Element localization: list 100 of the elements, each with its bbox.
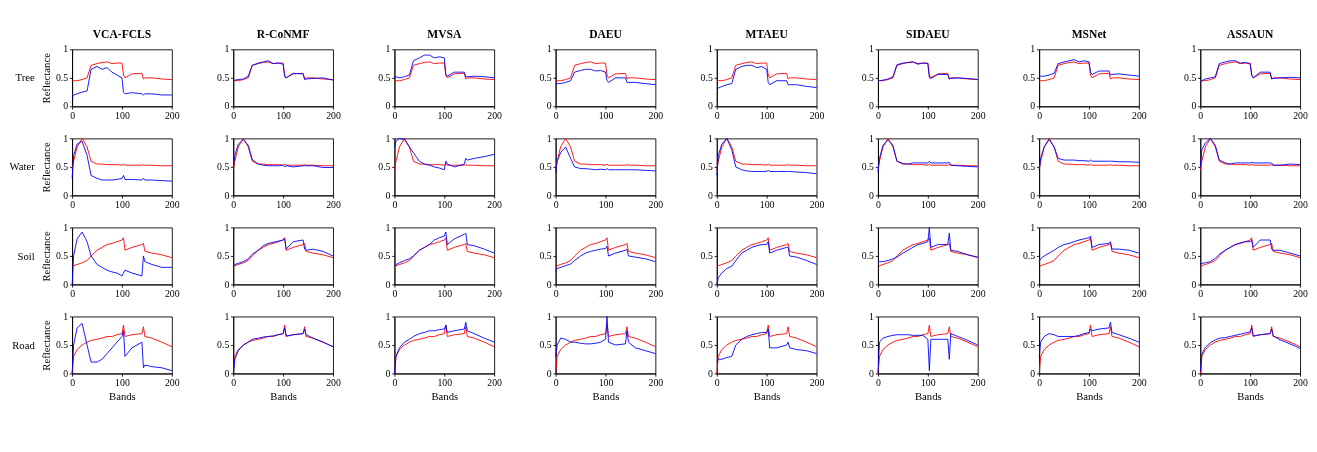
x-tick-label: 200 <box>648 199 664 211</box>
line-series <box>555 237 656 268</box>
line-series <box>71 66 173 99</box>
y-tick-label: 0 <box>385 367 391 379</box>
line-series <box>394 54 495 79</box>
y-tick-label: 1 <box>707 310 713 322</box>
y-tick-label: 0 <box>1191 100 1197 112</box>
y-tick-label: 1 <box>1191 43 1197 55</box>
y-tick-label: 0.5 <box>378 161 391 173</box>
y-tick-label: 1 <box>707 132 713 144</box>
y-tick-label: 1 <box>707 221 713 233</box>
y-tick-label: 0.5 <box>55 71 69 83</box>
x-tick-label: 200 <box>970 199 986 211</box>
x-tick-label: 200 <box>1132 288 1147 300</box>
y-tick-label: 0.5 <box>861 339 875 351</box>
x-tick-label: 100 <box>115 377 130 389</box>
y-tick-label: 1 <box>385 221 391 233</box>
x-tick-label: 200 <box>1132 110 1147 122</box>
line-series <box>555 146 656 174</box>
chart-title: VCA-FCLS <box>92 27 152 41</box>
x-tick-label: 100 <box>1243 288 1259 300</box>
x-tick-label: 200 <box>164 377 180 389</box>
x-tick-label: 200 <box>648 110 664 122</box>
y-tick-label: 0 <box>1030 278 1036 290</box>
line-series <box>716 237 818 268</box>
y-tick-label: 1 <box>385 43 391 55</box>
text: Road <box>12 338 36 351</box>
x-tick-label: 100 <box>1082 288 1097 300</box>
x-axis-title: Bands <box>592 389 620 402</box>
line-series <box>71 61 173 83</box>
x-tick-label: 100 <box>598 377 614 389</box>
x-tick-label: 200 <box>809 199 825 211</box>
y-tick-label: 0.5 <box>1184 250 1197 262</box>
y-tick-label: 1 <box>224 132 230 144</box>
x-tick-label: 100 <box>920 199 936 211</box>
y-tick-label: 0.5 <box>217 71 230 83</box>
x-tick-label: 200 <box>164 288 180 300</box>
y-axis-title: Reflectance <box>39 52 52 104</box>
y-tick-label: 0.5 <box>55 339 69 351</box>
y-tick-label: 0.5 <box>539 71 552 83</box>
x-tick-label: 200 <box>487 110 503 122</box>
x-tick-label: 100 <box>920 288 936 300</box>
y-tick-label: 1 <box>1191 221 1197 233</box>
x-tick-label: 100 <box>1243 377 1259 389</box>
x-tick-label: 100 <box>759 377 775 389</box>
y-tick-label: 0.5 <box>539 161 552 173</box>
y-tick-label: 1 <box>546 221 552 233</box>
y-tick-label: 0 <box>385 100 391 112</box>
line-series <box>555 137 656 171</box>
y-tick-label: 0.5 <box>1184 339 1197 351</box>
line-series <box>1038 237 1140 268</box>
x-tick-label: 200 <box>1293 199 1308 211</box>
y-tick-label: 0.5 <box>1022 71 1036 83</box>
x-tick-label: 200 <box>970 110 986 122</box>
x-tick-label: 100 <box>115 288 130 300</box>
x-tick-label: 100 <box>1082 199 1097 211</box>
y-tick-label: 0 <box>1191 367 1197 379</box>
y-tick-label: 0.5 <box>1022 250 1036 262</box>
y-tick-label: 0.5 <box>700 339 713 351</box>
y-tick-label: 0 <box>1191 189 1197 201</box>
y-tick-label: 0.5 <box>55 250 69 262</box>
x-tick-label: 100 <box>276 199 292 211</box>
x-tick-label: 100 <box>759 199 775 211</box>
y-tick-label: 0 <box>546 189 552 201</box>
x-tick-label: 100 <box>115 110 130 122</box>
y-tick-label: 0 <box>385 278 391 290</box>
y-tick-label: 1 <box>546 132 552 144</box>
y-tick-label: 1 <box>869 132 875 144</box>
y-tick-label: 1 <box>63 221 69 233</box>
y-tick-label: 0 <box>869 367 875 379</box>
x-tick-label: 100 <box>920 377 936 389</box>
x-tick-label: 100 <box>598 199 614 211</box>
x-axis-title: Bands <box>431 389 459 402</box>
line-series <box>555 68 656 86</box>
y-tick-label: 0 <box>546 278 552 290</box>
x-tick-label: 100 <box>759 110 775 122</box>
y-tick-label: 0 <box>63 367 69 379</box>
y-tick-label: 0 <box>546 100 552 112</box>
x-tick-label: 100 <box>115 199 130 211</box>
y-tick-label: 1 <box>385 132 391 144</box>
x-axis-title: Bands <box>753 389 781 402</box>
y-tick-label: 1 <box>1030 132 1036 144</box>
x-tick-label: 200 <box>326 110 341 122</box>
x-tick-label: 200 <box>1293 288 1308 300</box>
x-tick-label: 200 <box>487 288 503 300</box>
x-tick-label: 100 <box>1243 199 1259 211</box>
x-tick-label: 200 <box>1132 199 1147 211</box>
line-series <box>71 237 173 268</box>
x-tick-label: 200 <box>487 199 503 211</box>
line-series <box>71 140 173 182</box>
x-tick-label: 100 <box>759 288 775 300</box>
y-tick-label: 0 <box>869 189 875 201</box>
y-tick-label: 0 <box>63 189 69 201</box>
y-tick-label: 1 <box>224 43 230 55</box>
line-series <box>1038 235 1140 263</box>
line-series <box>877 227 979 263</box>
x-tick-label: 200 <box>1132 377 1147 389</box>
y-axis-title: Reflectance <box>39 230 52 282</box>
y-tick-label: 1 <box>1030 221 1036 233</box>
x-tick-label: 200 <box>164 199 180 211</box>
